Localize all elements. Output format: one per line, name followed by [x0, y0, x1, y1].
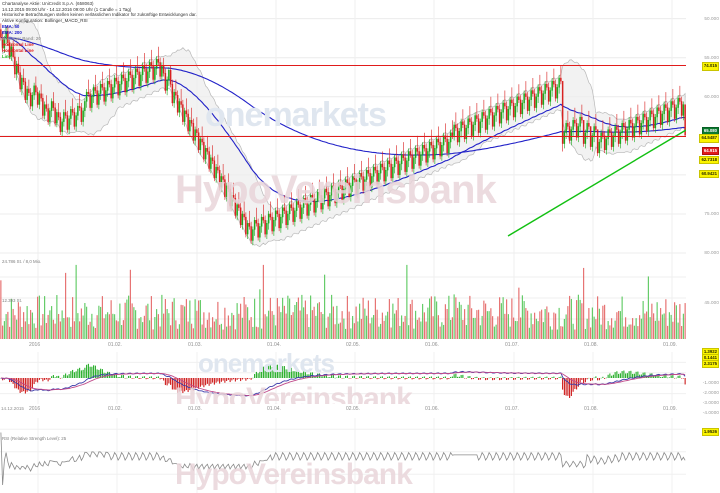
- price-tag-3: 64.915: [701, 146, 719, 156]
- price-ytick: 50.000: [704, 15, 719, 21]
- price-chart-svg: [0, 0, 686, 256]
- legend-item-1: EMA: 200: [2, 30, 22, 35]
- price-panel: onemarkets HypoVereinsbank 80.000 75.000 7…: [0, 0, 720, 256]
- x-axis-tick: 2016: [29, 406, 41, 412]
- legend-item-3: Horizontal Line: [2, 42, 34, 47]
- price-plot-area[interactable]: onemarkets HypoVereinsbank: [0, 0, 686, 256]
- macd-ytick: -4.0000: [702, 410, 719, 415]
- horizontal-line-0[interactable]: [0, 64, 686, 67]
- rsi-chart-svg: [0, 418, 686, 493]
- legend-item-5: Line: [2, 54, 12, 59]
- volume-ytick: 45.000: [704, 300, 719, 305]
- x-axis-tick: 02.05.: [346, 406, 360, 412]
- macd-panel: onemarkets HypoVereinsbank -1.0000 -2.000…: [0, 348, 720, 437]
- rsi-panel: RSI (Relative Strength Level): 25 HypoVe…: [0, 418, 720, 493]
- x-axis-tick: 01.07.: [505, 342, 519, 348]
- volume-label-mid: 12.393 St.: [2, 298, 23, 303]
- price-ytick: 80.000: [704, 250, 719, 255]
- header-title: Chartanalyse Aktie: UniCredit S.p.A. (65…: [2, 1, 94, 6]
- volume-chart-svg: [0, 256, 686, 340]
- x-axis-top: 2016 01.02. 01.03. 01.04. 02.05. 01.06. 01.07.…: [0, 340, 686, 352]
- x-axis-start-date: 14.12.2015: [1, 406, 24, 411]
- x-axis-tick: 01.03.: [188, 342, 202, 348]
- x-axis-tick: 01.06.: [425, 406, 439, 412]
- volume-plot-area[interactable]: 24.786 St. / 8,0 Mio. 12.393 St.: [0, 256, 686, 340]
- macd-axis-right: -1.0000-2.0000-3.0000-4.00001.18961.3922…: [686, 348, 720, 437]
- x-axis-tick: 01.09.: [663, 342, 677, 348]
- price-ytick: 55.000: [704, 54, 719, 60]
- x-axis-tick: 01.09.: [663, 406, 677, 412]
- x-axis-tick: 01.02.: [108, 342, 122, 348]
- rsi-plot-area[interactable]: RSI (Relative Strength Level): 25 HypoVe…: [0, 418, 686, 493]
- header-period: 14.12.2015 09:00 Uhr - 14.12.2016 09:00 …: [2, 6, 132, 12]
- x-axis-tick: 01.04.: [267, 342, 281, 348]
- x-axis-tick: 01.02.: [108, 406, 122, 412]
- price-tag-2: 64.5487: [699, 134, 719, 143]
- macd-ytick: -2.0000: [702, 390, 719, 395]
- x-axis-tick: 2016: [29, 342, 41, 348]
- volume-panel: 24.786 St. / 8,0 Mio. 12.393 St. 45.000: [0, 256, 720, 340]
- price-axis-right: 80.00075.00070.00065.00060.00055.00050.0…: [686, 0, 720, 256]
- x-axis-tick: 01.08.: [584, 406, 598, 412]
- legend-item-0: EMA: 50: [2, 24, 20, 29]
- rsi-label: RSI (Relative Strength Level): 25: [2, 436, 67, 441]
- header-config: Aktive Konfiguration: Bollinger_MACD_RSI: [2, 17, 88, 23]
- header-disclaimer: Historische Betrachtungen stellen keinen…: [2, 12, 197, 18]
- horizontal-line-1[interactable]: [0, 135, 686, 138]
- macd-tag-3: 1.9526: [701, 428, 719, 437]
- macd-ytick: -3.0000: [702, 400, 719, 405]
- x-axis-tick: 01.03.: [188, 406, 202, 412]
- x-axis-tick: 01.07.: [505, 406, 519, 412]
- x-axis-tick: 02.05.: [346, 342, 360, 348]
- price-tag-4: 62.7318: [699, 155, 719, 164]
- macd-plot-area[interactable]: onemarkets HypoVereinsbank: [0, 352, 686, 404]
- chart-legend: EMA: 50 EMA: 200 Bollinger Band: 20 Horizon…: [2, 24, 41, 60]
- x-axis-tick: 01.08.: [584, 342, 598, 348]
- macd-chart-svg: [0, 352, 686, 404]
- price-tag-5: 60.9421: [699, 169, 719, 178]
- price-tag-0: 74.015: [701, 62, 719, 71]
- volume-label-max: 24.786 St. / 8,0 Mio.: [2, 259, 42, 264]
- x-axis-bottom: 2016 01.02. 01.03. 01.04. 02.05. 01.06. 01.07.…: [0, 404, 686, 416]
- macd-tag-2: 2.3175: [701, 360, 719, 369]
- macd-ytick: -1.0000: [702, 380, 719, 385]
- x-axis-tick: 01.04.: [267, 406, 281, 412]
- chart-header: Chartanalyse Aktie: UniCredit S.p.A. (65…: [2, 1, 197, 23]
- legend-item-4: Horizontal Line: [2, 48, 34, 53]
- x-axis-tick: 01.06.: [425, 342, 439, 348]
- price-ytick: 75.000: [704, 210, 719, 216]
- legend-item-2: Bollinger Band: 20: [2, 36, 41, 41]
- price-ytick: 60.000: [704, 93, 719, 99]
- volume-axis-right: 45.000: [686, 256, 720, 340]
